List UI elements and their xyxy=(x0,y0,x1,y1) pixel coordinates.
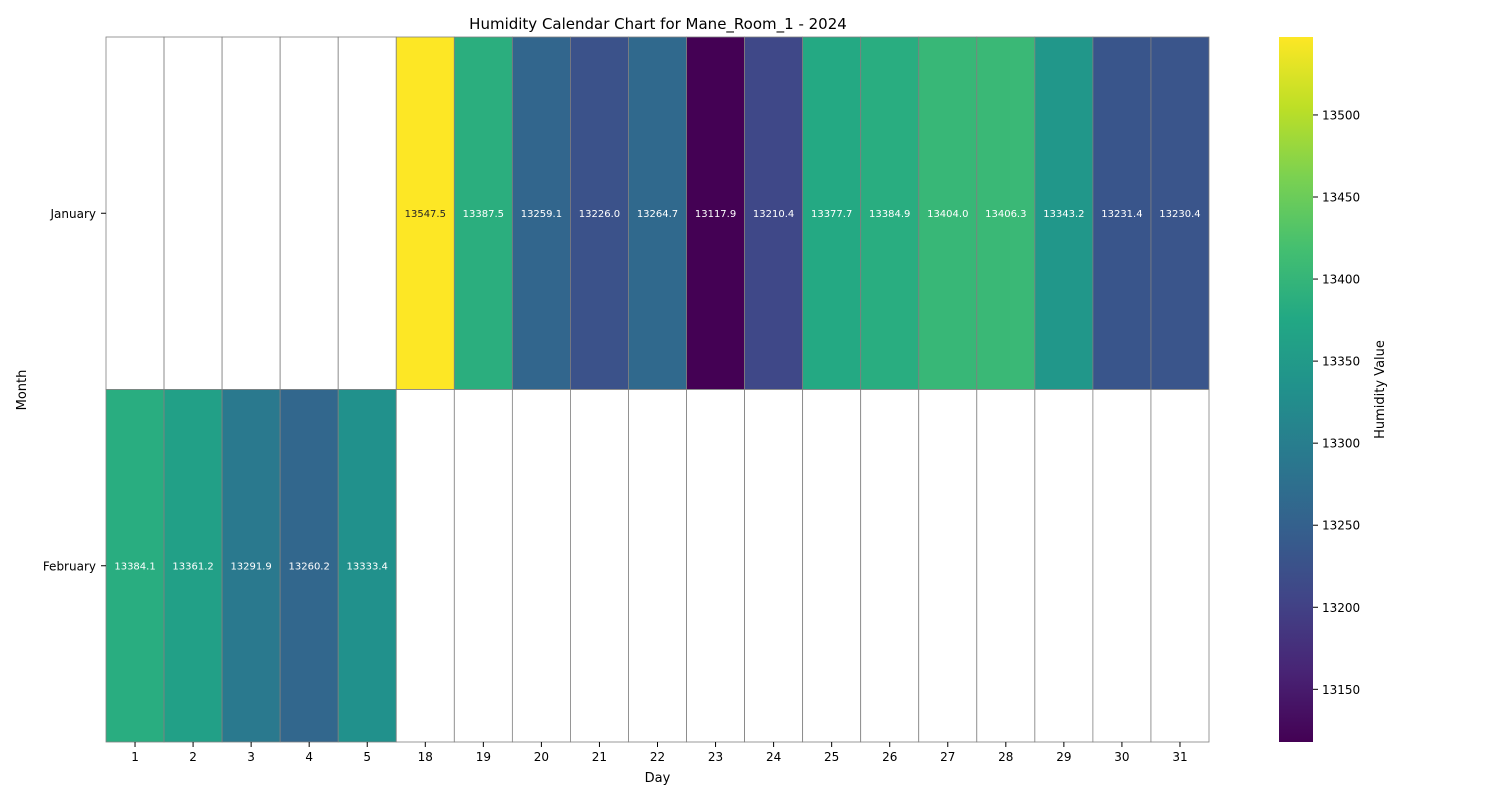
heatmap-cell-empty xyxy=(163,36,223,390)
x-tick-label: 29 xyxy=(1056,750,1071,764)
heatmap-cell xyxy=(163,389,223,743)
heatmap-cell xyxy=(570,36,629,390)
x-tick-label: 18 xyxy=(418,750,433,764)
y-axis: January February xyxy=(43,207,106,573)
heatmap-cell-empty xyxy=(279,36,339,390)
x-tick-label: 20 xyxy=(534,750,549,764)
heatmap-cell-label: 13291.9 xyxy=(230,561,271,572)
heatmap-cell xyxy=(337,389,397,743)
heatmap-cell-label: 13117.9 xyxy=(695,209,736,220)
heatmap-cell-label: 13230.4 xyxy=(1159,209,1200,220)
heatmap-cell xyxy=(686,36,745,390)
x-tick-label: 28 xyxy=(998,750,1013,764)
heatmap-cell-empty xyxy=(860,389,920,743)
chart-title: Humidity Calendar Chart for Mane_Room_1 … xyxy=(469,15,847,34)
heatmap-cell-label: 13384.9 xyxy=(869,209,910,220)
heatmap-cell-empty xyxy=(570,389,629,743)
heatmap-cell-label: 13259.1 xyxy=(521,209,562,220)
heatmap-cell-empty xyxy=(395,389,455,743)
x-tick-label: 26 xyxy=(882,750,897,764)
y-axis-label: Month xyxy=(15,370,30,411)
heatmap-cell xyxy=(1150,36,1210,390)
heatmap-cell-empty xyxy=(337,36,397,390)
heatmap-cell-empty xyxy=(686,389,745,743)
heatmap-cell-label: 13333.4 xyxy=(347,561,388,572)
heatmap-cell-label: 13406.3 xyxy=(985,209,1026,220)
heatmap-cell-label: 13260.2 xyxy=(289,561,330,572)
y-tick-label: February xyxy=(43,559,96,573)
colorbar-label: Humidity Value xyxy=(1373,340,1388,439)
heatmap-cell-labels: 13547.5 13387.5 13259.1 13226.0 13264.7 13117… xyxy=(114,209,1200,573)
colorbar-tick-label: 13500 xyxy=(1322,108,1360,122)
colorbar-gradient xyxy=(1279,37,1313,742)
x-tick-label: 3 xyxy=(247,750,255,764)
heatmap-cell xyxy=(105,389,165,743)
x-tick-label: 22 xyxy=(650,750,665,764)
colorbar-ticks: 13150 13200 13250 13300 13350 13400 13450 13500 xyxy=(1313,108,1360,697)
heatmap-cell-empty xyxy=(1150,389,1210,743)
x-tick-label: 1 xyxy=(131,750,139,764)
x-tick-label: 31 xyxy=(1172,750,1187,764)
x-tick-label: 23 xyxy=(708,750,723,764)
x-axis: 1 2 3 4 5 18 19 20 21 22 23 24 25 26 27 28 29 30 31 xyxy=(131,742,1188,764)
heatmap-cell-empty xyxy=(221,36,281,390)
heatmap-cell-empty xyxy=(1034,389,1094,743)
heatmap-cell-label: 13264.7 xyxy=(637,209,678,220)
colorbar-tick-label: 13350 xyxy=(1322,355,1360,369)
heatmap-cell xyxy=(279,389,339,743)
heatmap-cell xyxy=(511,36,571,390)
colorbar-tick-label: 13300 xyxy=(1322,437,1360,451)
heatmap-cell-label: 13343.2 xyxy=(1043,209,1084,220)
heatmap-cell-label: 13226.0 xyxy=(579,209,620,220)
heatmap-cell-label: 13547.5 xyxy=(405,209,446,220)
heatmap-cell xyxy=(628,36,687,390)
heatmap-cell xyxy=(221,389,281,743)
x-tick-label: 25 xyxy=(824,750,839,764)
heatmap-cell-empty xyxy=(1092,389,1152,743)
heatmap-cell xyxy=(918,36,978,390)
x-tick-label: 21 xyxy=(592,750,607,764)
heatmap-cell-label: 13377.7 xyxy=(811,209,852,220)
heatmap-cell-empty xyxy=(628,389,687,743)
heatmap-cell-label: 13361.2 xyxy=(172,561,213,572)
heatmap-cell-empty xyxy=(453,389,513,743)
x-tick-label: 24 xyxy=(766,750,781,764)
heatmap-cell-label: 13404.0 xyxy=(927,209,968,220)
colorbar-tick-label: 13450 xyxy=(1322,191,1360,205)
colorbar-tick-label: 13200 xyxy=(1322,601,1360,615)
heatmap-cell-empty xyxy=(105,36,165,390)
heatmap-cell-label: 13387.5 xyxy=(463,209,504,220)
heatmap-cell-label: 13231.4 xyxy=(1101,209,1142,220)
x-tick-label: 19 xyxy=(476,750,491,764)
x-tick-label: 4 xyxy=(305,750,313,764)
x-tick-label: 27 xyxy=(940,750,955,764)
heatmap-cell xyxy=(453,36,513,390)
heatmap-cell-empty xyxy=(976,389,1036,743)
heatmap-cell-empty xyxy=(918,389,978,743)
heatmap-cell-empty xyxy=(744,389,804,743)
x-axis-label: Day xyxy=(645,771,671,786)
colorbar: 13150 13200 13250 13300 13350 13400 13450 13500… xyxy=(1279,37,1388,742)
heatmap-cell xyxy=(802,36,862,390)
colorbar-tick-label: 13150 xyxy=(1322,683,1360,697)
heatmap-cell-empty xyxy=(511,389,571,743)
colorbar-tick-label: 13400 xyxy=(1322,273,1360,287)
colorbar-tick-label: 13250 xyxy=(1322,519,1360,533)
y-tick-label: January xyxy=(50,207,97,221)
heatmap-cell xyxy=(1034,36,1094,390)
heatmap-cells xyxy=(105,36,1210,743)
heatmap-cell xyxy=(395,36,455,390)
x-tick-label: 5 xyxy=(363,750,371,764)
x-tick-label: 30 xyxy=(1114,750,1129,764)
heatmap-cell xyxy=(1092,36,1152,390)
heatmap-cell-empty xyxy=(802,389,862,743)
heatmap-cell-label: 13384.1 xyxy=(114,561,155,572)
x-tick-label: 2 xyxy=(189,750,197,764)
heatmap-cell-label: 13210.4 xyxy=(753,209,794,220)
